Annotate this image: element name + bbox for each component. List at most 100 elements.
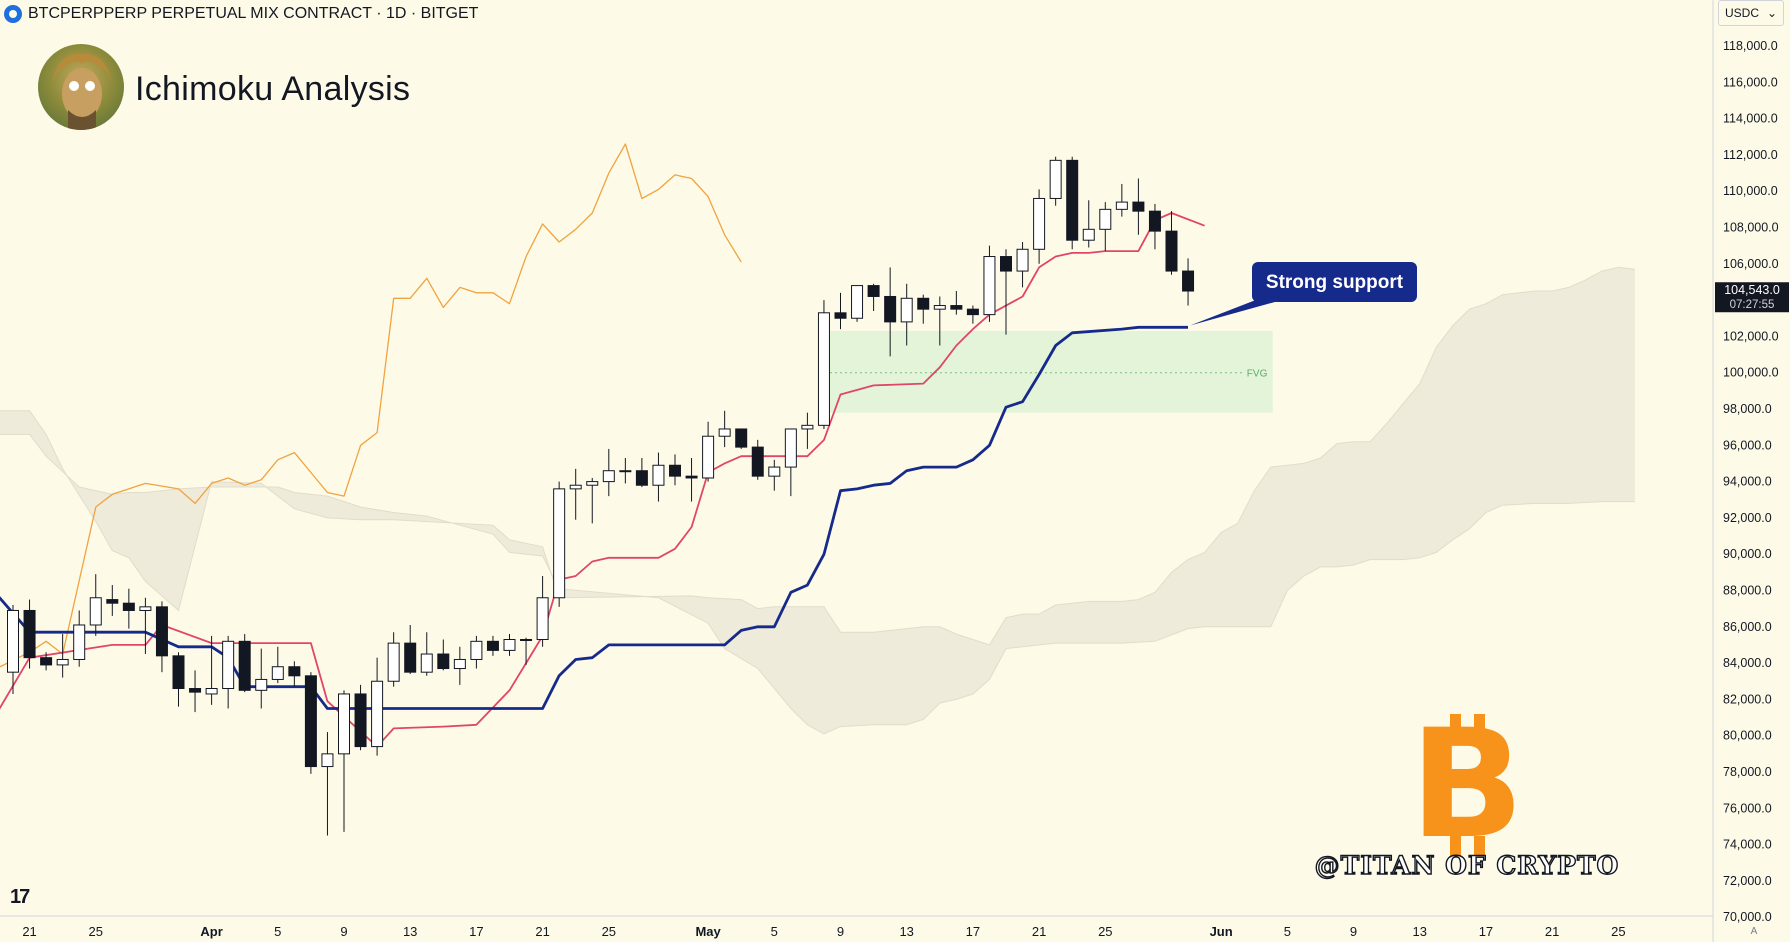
candle-body-up bbox=[602, 470, 615, 483]
price-tick-label: 98,000.0 bbox=[1723, 402, 1772, 416]
candle bbox=[354, 684, 367, 751]
candle-body-down bbox=[172, 655, 185, 690]
candle bbox=[1099, 202, 1112, 252]
candle-body-up bbox=[718, 428, 731, 437]
candle-body-down bbox=[238, 640, 251, 691]
candle bbox=[602, 448, 615, 497]
candle-body-down bbox=[685, 475, 698, 479]
candle-body-up bbox=[619, 470, 632, 473]
candle bbox=[321, 732, 334, 836]
candle-body-up bbox=[73, 624, 86, 660]
price-tick-label: 106,000.0 bbox=[1723, 257, 1779, 271]
candle-countdown-label: 07:27:55 bbox=[1730, 299, 1775, 311]
candle-body-up bbox=[1033, 197, 1046, 250]
candle bbox=[801, 412, 814, 449]
time-tick-label: 13 bbox=[1413, 924, 1427, 939]
strong-support-callout: Strong support bbox=[1190, 262, 1417, 326]
candle-body-up bbox=[338, 693, 350, 755]
time-tick-label: 17 bbox=[469, 924, 483, 939]
time-tick-label: 21 bbox=[1545, 924, 1559, 939]
candle bbox=[1115, 183, 1128, 217]
time-tick-label: May bbox=[695, 924, 721, 939]
chevron-down-icon: ⌄ bbox=[1766, 6, 1777, 20]
candle bbox=[768, 459, 781, 491]
price-tick-label: 100,000.0 bbox=[1723, 366, 1779, 380]
currency-selector[interactable]: USDC ⌄ bbox=[1718, 0, 1784, 26]
price-tick-label: 72,000.0 bbox=[1723, 874, 1772, 888]
candle bbox=[702, 421, 715, 482]
time-tick-label: 17 bbox=[1479, 924, 1493, 939]
candle-body-up bbox=[851, 285, 864, 319]
time-tick-label: 25 bbox=[1611, 924, 1625, 939]
auto-scale-button[interactable]: A bbox=[1750, 925, 1758, 937]
candle bbox=[1148, 203, 1161, 250]
candle-body-up bbox=[271, 666, 284, 680]
fvg-zone: FVG bbox=[819, 330, 1273, 413]
candle bbox=[619, 458, 632, 484]
candle bbox=[139, 597, 152, 655]
candle bbox=[1000, 249, 1012, 335]
price-tick-label: 74,000.0 bbox=[1723, 838, 1772, 852]
candle bbox=[420, 632, 433, 676]
price-tick-label: 114,000.0 bbox=[1723, 112, 1778, 126]
time-tick-label: 9 bbox=[837, 924, 844, 939]
fvg-box bbox=[819, 330, 1273, 413]
candle-body-down bbox=[950, 305, 963, 310]
price-tick-label: 90,000.0 bbox=[1723, 547, 1772, 561]
price-tick-label: 110,000.0 bbox=[1723, 184, 1778, 198]
candle bbox=[89, 574, 102, 636]
candle bbox=[288, 661, 301, 687]
candle-body-up bbox=[768, 466, 781, 477]
candle-body-up bbox=[139, 606, 152, 611]
time-tick-label: 25 bbox=[89, 924, 103, 939]
candle bbox=[56, 634, 69, 678]
candle-body-down bbox=[304, 675, 317, 768]
candle-body-up bbox=[817, 312, 830, 426]
time-tick-label: 5 bbox=[274, 924, 281, 939]
current-price-marker bbox=[1715, 282, 1789, 313]
candle-body-up bbox=[1049, 159, 1062, 199]
candle bbox=[155, 601, 168, 673]
candle bbox=[685, 458, 698, 502]
price-tick-label: 118,000.0 bbox=[1723, 39, 1778, 53]
bitcoin-symbol: B bbox=[1410, 698, 1524, 872]
author-avatar bbox=[38, 44, 124, 130]
candle bbox=[7, 605, 19, 694]
candle-body-up bbox=[1082, 228, 1095, 241]
candle bbox=[900, 283, 913, 346]
price-tick-label: 112,000.0 bbox=[1723, 148, 1778, 162]
candle-body-up bbox=[1016, 248, 1029, 272]
candle bbox=[238, 634, 251, 693]
bitcoin-bar-bottom-left bbox=[1450, 836, 1461, 858]
time-tick-label: 21 bbox=[535, 924, 549, 939]
price-tick-label: 84,000.0 bbox=[1723, 656, 1772, 670]
candle bbox=[122, 588, 135, 629]
candle-body-down bbox=[1165, 230, 1178, 272]
candle-body-up bbox=[933, 305, 946, 310]
candle-body-down bbox=[834, 312, 847, 319]
tradingview-logo-icon[interactable]: 17 bbox=[10, 886, 30, 908]
candle-body-up bbox=[89, 597, 102, 626]
candle-body-down bbox=[1132, 201, 1145, 212]
time-tick-label: 21 bbox=[22, 924, 36, 939]
candle-body-down bbox=[354, 693, 367, 748]
candle-body-down bbox=[1000, 256, 1012, 272]
time-tick-label: 9 bbox=[1350, 924, 1357, 939]
time-tick-label: 25 bbox=[1098, 924, 1112, 939]
candle bbox=[1082, 200, 1095, 248]
candle-body-down bbox=[917, 297, 930, 310]
price-tick-label: 88,000.0 bbox=[1723, 584, 1772, 598]
candle bbox=[635, 458, 648, 488]
candle-body-down bbox=[486, 640, 499, 651]
avatar-face-icon bbox=[52, 53, 112, 130]
candle bbox=[23, 599, 36, 669]
chikou-span-line bbox=[0, 143, 742, 668]
candle bbox=[569, 468, 582, 520]
candle bbox=[486, 635, 499, 656]
candle-body-up bbox=[900, 297, 913, 323]
candle-body-down bbox=[106, 599, 119, 604]
candle-body-down bbox=[155, 606, 168, 657]
candle-body-down bbox=[1182, 270, 1195, 292]
